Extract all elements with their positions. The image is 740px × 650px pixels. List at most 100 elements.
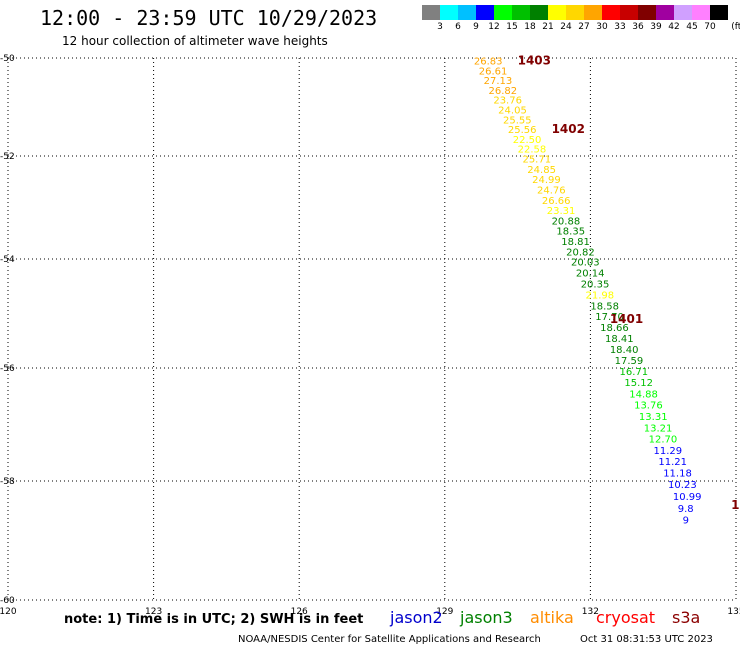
wave-height-point: 26.82 [488, 86, 517, 97]
satellite-legend-altika: altika [530, 608, 574, 627]
color-swatch [440, 5, 458, 20]
scale-label: 3 [437, 22, 443, 32]
color-swatch [530, 5, 548, 20]
color-swatch [674, 5, 692, 20]
scale-label: 27 [578, 22, 590, 32]
scale-unit: (ft) [731, 22, 740, 32]
wave-height-point: 24.99 [532, 175, 561, 186]
wave-height-point: 13.31 [639, 412, 668, 423]
wave-height-point: 16.71 [620, 367, 649, 378]
scale-label: 6 [455, 22, 461, 32]
wave-height-point: 18.40 [610, 345, 639, 356]
wave-height-point: 17.70 [595, 312, 624, 323]
wave-height-point: 18.35 [556, 227, 585, 238]
satellite-legend-s3a: s3a [672, 608, 701, 627]
x-tick-label: 132 [582, 607, 599, 617]
wave-height-point: 24.85 [527, 165, 556, 176]
color-swatch [656, 5, 674, 20]
pass-number-label: 14 [731, 498, 740, 512]
scale-label: 12 [488, 22, 500, 32]
wave-height-point: 18.66 [600, 323, 629, 334]
satellite-legend-jason3: jason3 [460, 608, 513, 627]
wave-height-point: 18.81 [561, 237, 590, 248]
satellite-legend-cryosat: cryosat [596, 608, 656, 627]
wave-height-point: 11.21 [658, 457, 687, 468]
scale-label: 30 [596, 22, 608, 32]
wave-height-point: 11.29 [653, 446, 682, 457]
satellite-legend-jason2: jason2 [390, 608, 443, 627]
wave-height-point: 23.31 [547, 206, 576, 217]
wave-height-point: 18.41 [605, 334, 634, 345]
wave-height-point: 18.58 [590, 301, 619, 312]
wave-height-point: 20.03 [571, 258, 600, 269]
y-tick-label: -50 [0, 54, 15, 64]
color-swatch [620, 5, 638, 20]
x-tick-label: 135 [727, 607, 740, 617]
scale-label: 70 [704, 22, 716, 32]
scale-label: 15 [506, 22, 518, 32]
color-swatch [476, 5, 494, 20]
color-swatch [422, 5, 440, 20]
wave-height-point: 9 [683, 516, 689, 527]
x-tick-label: 126 [291, 607, 308, 617]
wave-height-point: 22.50 [513, 135, 542, 146]
wave-height-point: 27.13 [484, 76, 513, 87]
color-scale-bar [422, 5, 728, 20]
y-tick-label: -56 [0, 364, 15, 374]
scale-label: 24 [560, 22, 572, 32]
footer-note: note: 1) Time is in UTC; 2) SWH is in fe… [64, 612, 364, 627]
pass-number-label: 1402 [552, 122, 585, 136]
pass-number-label: 1401 [610, 312, 643, 326]
y-tick-label: -58 [0, 477, 15, 487]
wave-height-point: 22.58 [518, 145, 547, 156]
wave-height-point: 9.8 [678, 504, 694, 515]
color-swatch [692, 5, 710, 20]
y-tick-label: -52 [0, 152, 15, 162]
wave-height-point: 13.76 [634, 401, 663, 412]
color-swatch [458, 5, 476, 20]
wave-height-point: 20.14 [576, 269, 605, 280]
scale-label: 39 [650, 22, 662, 32]
page-subtitle: 12 hour collection of altimeter wave hei… [62, 34, 328, 48]
scale-label: 42 [668, 22, 680, 32]
pass-number-label: 1403 [518, 53, 551, 67]
wave-height-point: 11.18 [663, 469, 692, 480]
wave-height-point: 25.71 [522, 155, 551, 166]
wave-height-point: 25.56 [508, 125, 537, 136]
wave-height-point: 14.88 [629, 389, 658, 400]
scale-label: 36 [632, 22, 644, 32]
wave-height-point: 21.98 [586, 290, 615, 301]
wave-height-point: 24.05 [498, 105, 527, 116]
scale-label: 21 [542, 22, 554, 32]
wave-height-point: 12.70 [649, 435, 678, 446]
scale-label: 33 [614, 22, 626, 32]
wave-height-point: 26.61 [479, 66, 508, 77]
wave-height-point: 24.76 [537, 185, 566, 196]
color-swatch [602, 5, 620, 20]
x-tick-label: 120 [0, 607, 17, 617]
y-tick-label: -54 [0, 255, 15, 265]
wave-height-point: 25.55 [503, 115, 532, 126]
credit-line: NOAA/NESDIS Center for Satellite Applica… [238, 634, 541, 645]
wave-height-point: 10.23 [668, 480, 697, 491]
color-swatch [638, 5, 656, 20]
y-tick-label: -60 [0, 596, 15, 606]
color-swatch [548, 5, 566, 20]
wave-height-point: 23.76 [493, 96, 522, 107]
wave-height-point: 26.66 [542, 196, 571, 207]
color-swatch [710, 5, 728, 20]
wave-height-point: 20.35 [581, 280, 610, 291]
wave-height-point: 10.99 [673, 492, 702, 503]
color-swatch [566, 5, 584, 20]
wave-height-point: 13.21 [644, 423, 673, 434]
wave-height-point: 20.88 [552, 216, 581, 227]
scale-label: 9 [473, 22, 479, 32]
wave-height-point: 26.83 [474, 56, 503, 67]
wave-height-point: 17.59 [615, 356, 644, 367]
scale-label: 45 [686, 22, 698, 32]
generated-timestamp: Oct 31 08:31:53 UTC 2023 [580, 634, 713, 645]
page-title: 12:00 - 23:59 UTC 10/29/2023 [40, 6, 378, 30]
color-swatch [494, 5, 512, 20]
wave-height-point: 15.12 [624, 378, 653, 389]
